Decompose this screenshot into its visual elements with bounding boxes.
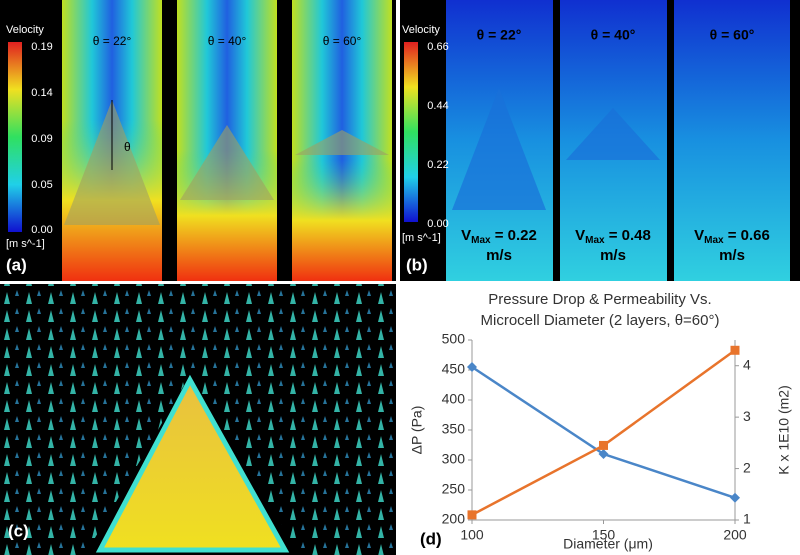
x-axis-label: Diameter (μm) [563,536,653,552]
y-tick-label: 400 [442,391,466,407]
angle-label: θ = 22° [93,34,132,48]
y2-tick-label: 2 [743,459,751,475]
vmax-subscript: Max [471,235,491,246]
legend-title: Velocity [6,24,44,36]
vmax-unit: m/s [600,247,626,264]
marker [467,362,477,372]
y2-tick-label: 4 [743,356,751,372]
series-line [471,365,736,499]
theta-label: θ [124,140,131,154]
x-tick-label: 150 [592,527,616,543]
angle-label: θ = 60° [323,34,362,48]
legend-tick: 0.05 [31,179,52,191]
panel-c: (c) [0,284,396,555]
vmax-label: VMax = 0.48 [575,227,651,246]
legend-title: Velocity [402,24,440,36]
panel-label: (d) [420,529,442,548]
marker [467,510,477,520]
vmax-value: = 0.66 [724,227,770,244]
vmax-value: = 0.22 [491,227,537,244]
legend-tick: 0.14 [31,87,52,99]
angle-label: θ = 40° [591,27,636,43]
panel-label: (a) [6,255,27,274]
panel-a: Velocity 0.19 0.14 0.09 0.05 0.00 [m s^-… [0,0,396,281]
legend-tick: 0.22 [427,159,448,171]
cone [95,374,290,553]
y-tick-label: 200 [442,511,466,527]
marker [730,492,740,503]
x-tick-label: 100 [460,527,484,543]
legend-unit: [m s^-1] [402,232,441,244]
series-line [471,349,736,516]
vmax-symbol: V [575,227,585,244]
marker [599,440,608,450]
y2-tick-label: 3 [743,408,751,424]
legend-tick: 0.19 [31,41,52,53]
vmax-value: = 0.48 [605,227,651,244]
vmax-label: VMax = 0.66 [694,227,770,246]
angle-label: θ = 40° [208,34,247,48]
vmax-subscript: Max [704,235,724,246]
panel-b: Velocity 0.66 0.44 0.22 0.00 [m s^-1] θ … [400,0,800,281]
legend-tick: 0.00 [31,224,52,236]
legend-tick: 0.44 [427,100,448,112]
y-tick-label: 300 [442,451,466,467]
panel-label: (b) [406,255,428,274]
legend-unit: [m s^-1] [6,238,45,250]
flow-columns [446,0,790,281]
y-axis-label: ΔP (Pa) [409,406,425,455]
y2-axis-label: K x 1E10 (m2) [776,385,792,474]
legend-tick: 0.09 [31,133,52,145]
marker [730,345,740,355]
vmax-unit: m/s [486,247,512,264]
chart-title: Pressure Drop & Permeability Vs. [488,291,711,308]
flow-columns [62,0,392,281]
y-tick-label: 450 [442,361,466,377]
angle-label: θ = 60° [710,27,755,43]
panel-label: (c) [8,521,29,540]
y-tick-label: 500 [442,331,466,347]
y-tick-label: 250 [442,481,466,497]
vmax-label: VMax = 0.22 [461,227,537,246]
panel-d: Pressure Drop & Permeability Vs. Microce… [409,291,792,552]
y2-tick-label: 1 [743,511,751,527]
vmax-unit: m/s [719,247,745,264]
colorbar [404,42,418,222]
colorbar [8,42,22,232]
vmax-symbol: V [461,227,471,244]
vmax-subscript: Max [585,235,605,246]
chart-title: Microcell Diameter (2 layers, θ=60°) [481,312,720,329]
legend-tick: 0.66 [427,41,448,53]
x-tick-label: 200 [723,527,747,543]
vmax-symbol: V [694,227,704,244]
y-tick-label: 350 [442,421,466,437]
angle-label: θ = 22° [477,27,522,43]
marker [598,449,609,459]
legend-tick: 0.00 [427,218,448,230]
